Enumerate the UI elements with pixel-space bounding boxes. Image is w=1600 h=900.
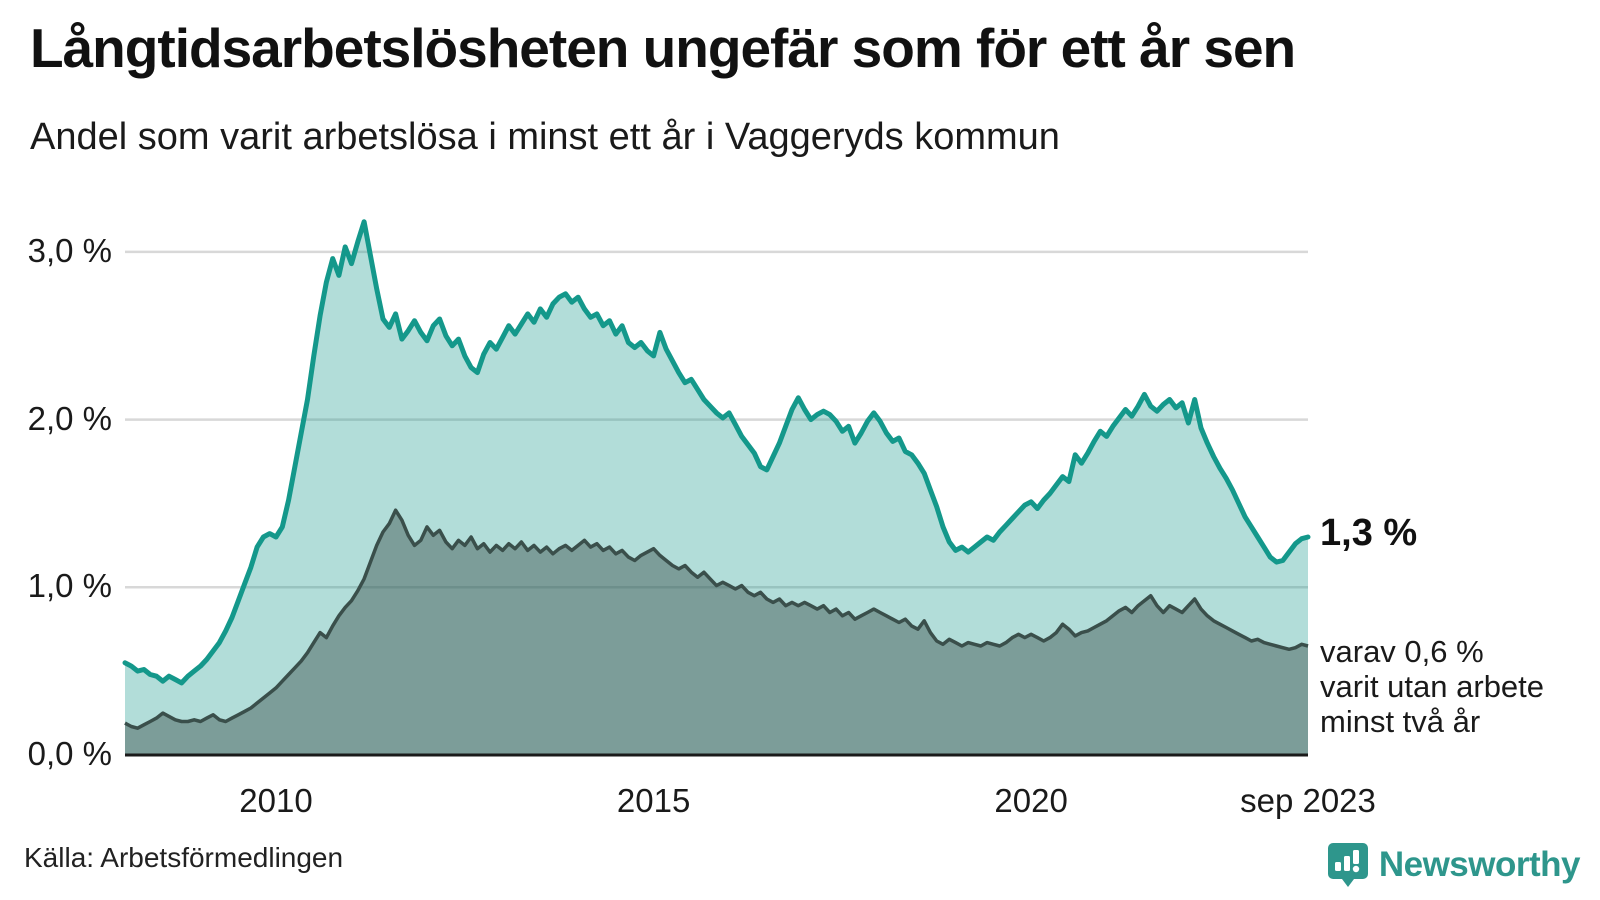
x-axis-tick-label: 2020: [994, 782, 1068, 819]
y-axis-tick-label: 0,0 %: [27, 735, 112, 773]
y-axis-tick-label: 2,0 %: [27, 399, 112, 437]
newsworthy-logo-icon: [1327, 843, 1368, 887]
y-axis-tick-label: 1,0 %: [27, 567, 112, 605]
x-axis-tick-label: 2010: [239, 782, 313, 819]
two-year-note-line: varav 0,6 %: [1320, 634, 1484, 669]
two-year-note-line: varit utan arbete: [1320, 669, 1545, 704]
latest-value-label: 1,3 %: [1320, 512, 1418, 554]
chart-subtitle: Andel som varit arbetslösa i minst ett å…: [30, 116, 1060, 158]
source-credit: Källa: Arbetsförmedlingen: [24, 842, 344, 873]
y-axis-tick-label: 3,0 %: [27, 232, 112, 270]
two-year-note-line: minst två år: [1320, 704, 1481, 739]
newsworthy-logo-text: Newsworthy: [1378, 845, 1581, 884]
x-axis-tick-label: 2015: [616, 782, 691, 819]
newsworthy-logo: Newsworthy: [1327, 842, 1581, 888]
page-title: Långtidsarbetslösheten ungefär som för e…: [30, 17, 1296, 79]
two-year-note: varav 0,6 % varit utan arbete minst två …: [1320, 634, 1544, 739]
x-axis-tick-label: sep 2023: [1240, 782, 1376, 819]
